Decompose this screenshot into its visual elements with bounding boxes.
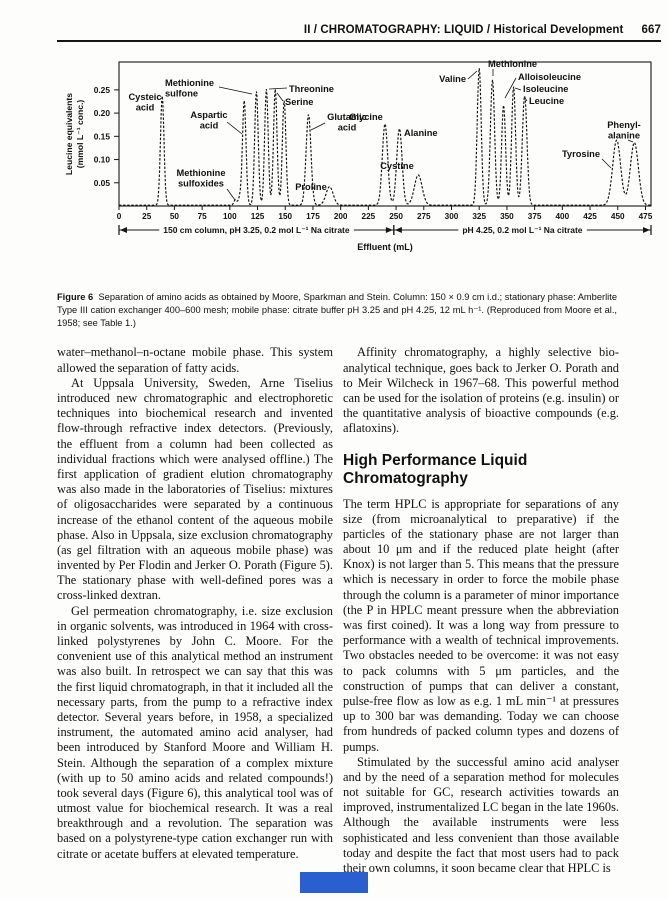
- svg-text:Leucine: Leucine: [529, 96, 564, 106]
- svg-text:Threonine: Threonine: [289, 84, 334, 94]
- svg-text:Valine: Valine: [439, 74, 466, 84]
- svg-text:Alloisoleucine: Alloisoleucine: [518, 72, 581, 82]
- svg-text:425: 425: [583, 212, 597, 221]
- page-number: 667: [641, 24, 661, 36]
- header-rule: [57, 40, 661, 42]
- svg-text:0: 0: [117, 212, 122, 221]
- svg-text:225: 225: [362, 212, 376, 221]
- svg-text:Effluent (mL): Effluent (mL): [357, 242, 413, 252]
- figure-caption: Figure 6 Separation of amino acids as ob…: [57, 291, 617, 329]
- svg-text:0.05: 0.05: [94, 178, 111, 188]
- svg-text:Alanine: Alanine: [404, 128, 438, 138]
- chromatogram-chart: 0 25 50 75 100 125 150 175 200 225 250 275 300 325 350…: [64, 59, 653, 252]
- svg-text:Serine: Serine: [285, 97, 313, 107]
- svg-text:25: 25: [142, 212, 152, 221]
- paragraph: The term HPLC is appropriate for separat…: [343, 496, 619, 754]
- svg-text:0.10: 0.10: [94, 155, 111, 165]
- paragraph: At Uppsala University, Sweden, Arne Tise…: [57, 375, 333, 603]
- svg-text:0.25: 0.25: [94, 85, 111, 95]
- section-heading: High Performance Liquid Chromatography: [343, 451, 528, 487]
- svg-text:125: 125: [251, 212, 265, 221]
- page-header: II / CHROMATOGRAPHY: LIQUID / Historical…: [57, 24, 661, 36]
- paragraph: Gel permeation chromatography, i.e. size…: [57, 603, 333, 861]
- svg-text:Isoleucine: Isoleucine: [523, 84, 568, 94]
- svg-text:75: 75: [198, 212, 208, 221]
- svg-text:Methionine: Methionine: [488, 59, 537, 69]
- svg-text:Glycine: Glycine: [349, 112, 383, 122]
- figure-caption-label: Figure 6: [57, 292, 94, 302]
- svg-text:475: 475: [639, 212, 653, 221]
- left-column: water–methanol–n-octane mobile phase. Th…: [57, 345, 333, 876]
- svg-text:325: 325: [472, 212, 486, 221]
- right-column: Affinity chromatography, a highly select…: [343, 345, 619, 876]
- chromatogram-figure: 0 25 50 75 100 125 150 175 200 225 250 275 300 325 350…: [59, 56, 668, 283]
- svg-text:400: 400: [555, 212, 569, 221]
- svg-text:Phenyl-alanine: Phenyl-alanine: [607, 120, 641, 141]
- svg-text:Proline: Proline: [295, 182, 327, 192]
- svg-text:0.15: 0.15: [94, 131, 111, 141]
- svg-text:Cystine: Cystine: [380, 161, 414, 171]
- figure-caption-text: Separation of amino acids as obtained by…: [57, 292, 617, 328]
- svg-text:200: 200: [334, 212, 348, 221]
- svg-text:450: 450: [611, 212, 625, 221]
- svg-text:275: 275: [417, 212, 431, 221]
- svg-text:175: 175: [306, 212, 320, 221]
- bottom-blue-mark: [300, 872, 368, 893]
- paragraph: water–methanol–n-octane mobile phase. Th…: [57, 345, 333, 375]
- svg-text:pH 4.25, 0.2 mol L⁻¹ Na citrat: pH 4.25, 0.2 mol L⁻¹ Na citrate: [462, 225, 582, 235]
- svg-text:Tyrosine: Tyrosine: [562, 149, 600, 159]
- svg-text:100: 100: [223, 212, 237, 221]
- svg-text:0.20: 0.20: [94, 108, 111, 118]
- two-column-body: water–methanol–n-octane mobile phase. Th…: [57, 345, 619, 876]
- svg-text:150: 150: [278, 212, 292, 221]
- paragraph: Stimulated by the successful amino acid …: [343, 754, 619, 876]
- svg-text:Leucine equivalents: Leucine equivalents: [64, 93, 74, 175]
- svg-text:150 cm column, pH 3.25, 0.2 mo: 150 cm column, pH 3.25, 0.2 mol L⁻¹ Na c…: [163, 225, 350, 235]
- svg-text:300: 300: [445, 212, 459, 221]
- svg-text:375: 375: [528, 212, 542, 221]
- paragraph: Affinity chromatography, a highly select…: [343, 345, 619, 436]
- svg-text:350: 350: [500, 212, 514, 221]
- running-head: II / CHROMATOGRAPHY: LIQUID / Historical…: [303, 24, 624, 36]
- svg-text:250: 250: [389, 212, 403, 221]
- svg-text:50: 50: [170, 212, 180, 221]
- svg-text:(mmol L⁻¹ conc.): (mmol L⁻¹ conc.): [75, 100, 85, 169]
